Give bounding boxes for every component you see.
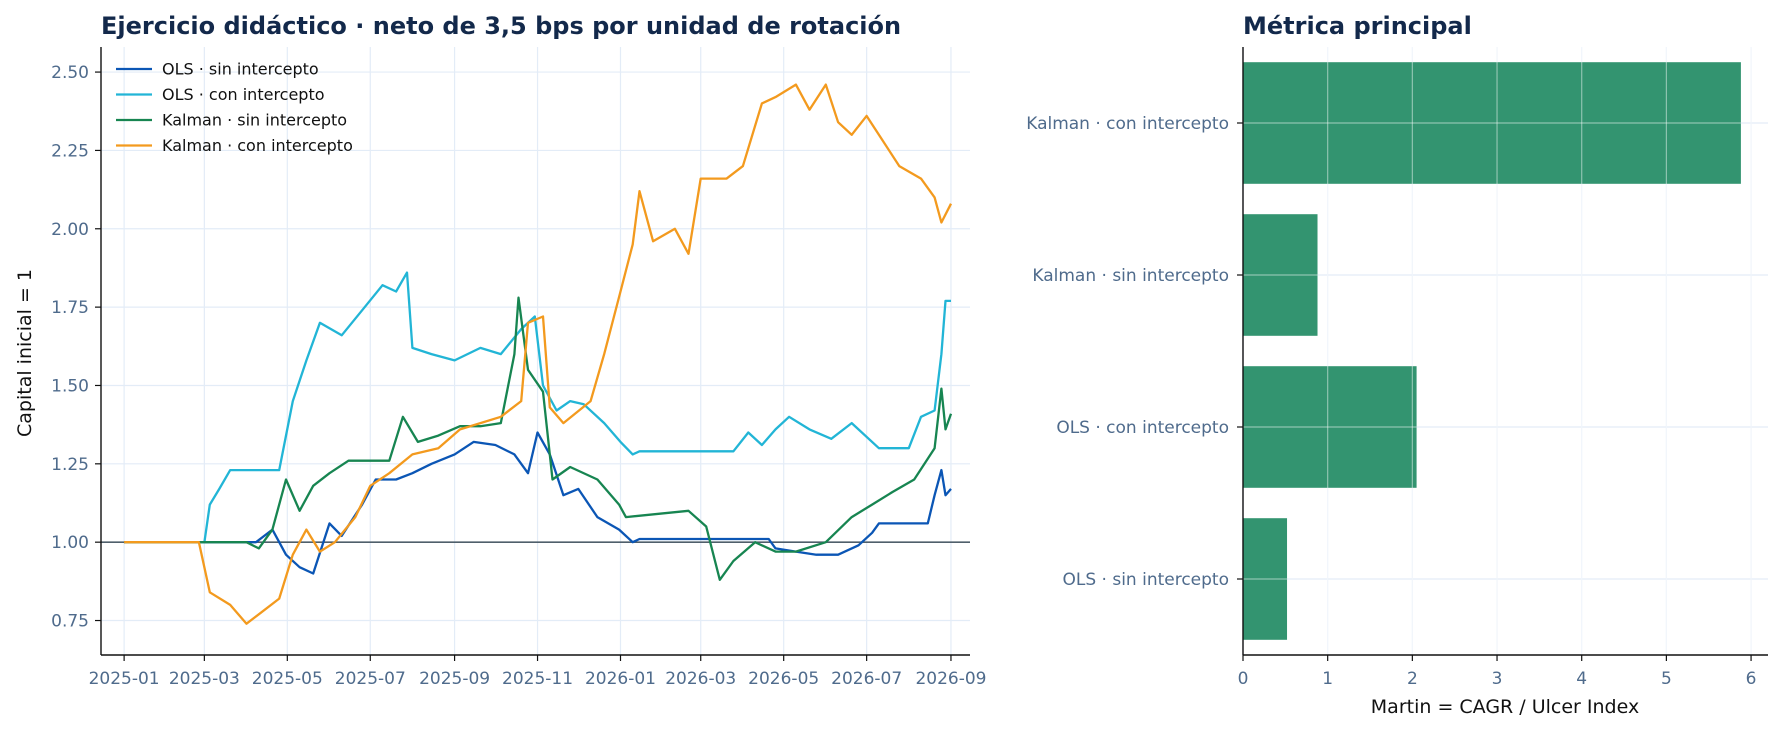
- x-tick-label: 2025-05: [252, 669, 323, 689]
- x-tick-label: 2025-07: [335, 669, 406, 689]
- y-tick-label: 2.50: [51, 63, 89, 83]
- x-tick-label: 2026-07: [831, 669, 902, 689]
- legend-label-kalman-sin-intercepto: Kalman · sin intercepto: [162, 111, 347, 130]
- legend-label-ols-sin-intercepto: OLS · sin intercepto: [162, 60, 319, 79]
- bar-chart-axes: [1242, 47, 1768, 656]
- bar-x-tick-label: 5: [1661, 669, 1672, 689]
- x-tick-label: 2026-09: [915, 669, 986, 689]
- series-line-kalman-con-intercepto: [124, 83, 953, 625]
- y-tick-label: 0.75: [51, 612, 89, 632]
- legend-label-ols-con-intercepto: OLS · con intercepto: [162, 85, 325, 104]
- x-tick-label: 2026-03: [665, 669, 736, 689]
- bar-chart-bars: [1243, 62, 1741, 640]
- x-axis-ticks: 2025-01 2025-03 2025-05 2025-07 2025-09 2025-…: [89, 655, 986, 689]
- bar-x-tick-label: 1: [1322, 669, 1333, 689]
- category-label-ols-con-intercepto: OLS · con intercepto: [1056, 418, 1229, 438]
- bar-category-labels: Kalman · con intercepto Kalman · sin inte…: [1026, 114, 1243, 590]
- legend: OLS · sin intercepto OLS · con intercepto…: [116, 60, 353, 155]
- x-tick-label: 2025-11: [502, 669, 573, 689]
- legend-label-kalman-con-intercepto: Kalman · con intercepto: [162, 136, 353, 155]
- bar-overlay-gridlines: [1243, 47, 1752, 655]
- x-tick-label: 2026-01: [585, 669, 656, 689]
- y-tick-label: 1.50: [51, 376, 89, 396]
- line-chart: 2025-01 2025-03 2025-05 2025-07 2025-09 2025-…: [14, 12, 986, 689]
- bar-x-tick-label: 6: [1746, 669, 1757, 689]
- y-tick-label: 1.25: [51, 455, 89, 475]
- line-chart-series: [124, 83, 953, 625]
- x-tick-label: 2025-01: [89, 669, 160, 689]
- bar-ols-con-intercepto: [1243, 366, 1417, 488]
- bar-x-tick-label: 2: [1407, 669, 1418, 689]
- y-axis-ticks: 0.75 1.00 1.25 1.50 1.75 2.00 2.25 2.50: [51, 63, 101, 632]
- y-tick-label: 1.75: [51, 298, 89, 318]
- series-line-ols-sin-intercepto: [124, 431, 952, 575]
- category-label-ols-sin-intercepto: OLS · sin intercepto: [1062, 570, 1229, 590]
- y-tick-label: 1.00: [51, 533, 89, 553]
- category-label-kalman-sin-intercepto: Kalman · sin intercepto: [1032, 266, 1229, 286]
- bar-x-axis-label: Martin = CAGR / Ulcer Index: [1371, 696, 1639, 718]
- x-tick-label: 2025-03: [169, 669, 240, 689]
- x-tick-label: 2026-05: [748, 669, 819, 689]
- bar-x-tick-label: 0: [1238, 669, 1249, 689]
- x-tick-label: 2025-09: [419, 669, 490, 689]
- bar-x-tick-label: 3: [1492, 669, 1503, 689]
- series-line-kalman-sin-intercepto: [124, 296, 953, 581]
- bar-x-tick-label: 4: [1576, 669, 1587, 689]
- y-tick-label: 2.25: [51, 141, 89, 161]
- line-chart-axes: [100, 47, 970, 656]
- bar-kalman-sin-intercepto: [1243, 214, 1318, 336]
- y-tick-label: 2.00: [51, 220, 89, 240]
- bar-chart-title: Métrica principal: [1243, 12, 1472, 40]
- bar-ols-sin-intercepto: [1243, 518, 1288, 640]
- bar-x-axis-ticks: 0 1 2 3 4 5 6: [1238, 655, 1757, 689]
- category-label-kalman-con-intercepto: Kalman · con intercepto: [1026, 114, 1229, 134]
- y-axis-label: Capital inicial = 1: [14, 269, 36, 437]
- line-chart-title: Ejercicio didáctico · neto de 3,5 bps po…: [101, 12, 901, 40]
- bar-kalman-con-intercepto: [1243, 62, 1741, 184]
